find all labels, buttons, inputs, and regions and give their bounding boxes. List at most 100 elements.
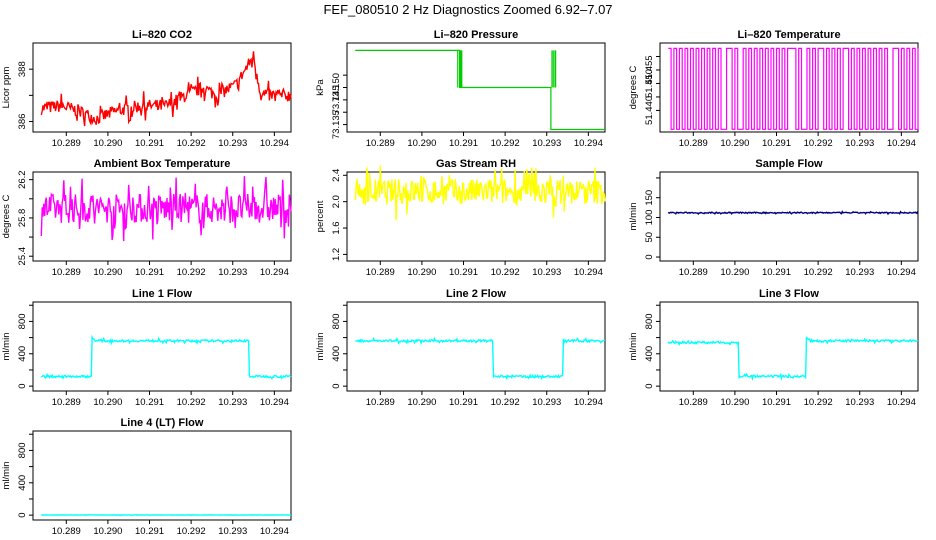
x-tick-label: 10.292: [804, 267, 833, 278]
figure-title: FEF_080510 2 Hz Diagnostics Zoomed 6.92–…: [323, 2, 613, 17]
x-tick-label: 10.292: [491, 138, 520, 149]
y-tick-label: 2.4: [331, 169, 342, 182]
y-axis-label: degrees C: [628, 65, 639, 109]
x-tick-label: 10.294: [574, 397, 603, 408]
x-tick-label: 10.292: [177, 526, 206, 537]
x-tick-label: 10.289: [52, 138, 81, 149]
y-tick-label: 400: [644, 346, 655, 362]
data-series-line: [41, 513, 292, 517]
x-tick-label: 10.292: [804, 138, 833, 149]
plot-frame: [346, 171, 606, 262]
y-axis-label: ml/min: [628, 203, 639, 231]
x-tick-label: 10.290: [407, 267, 436, 278]
y-axis-label: degrees C: [1, 194, 12, 238]
x-tick-label: 10.291: [449, 397, 478, 408]
x-tick-label: 10.290: [93, 138, 122, 149]
x-tick-label: 10.291: [135, 267, 164, 278]
panel-pressure: Li–820 Pressure kPa 10.289 10.290 10.291 10.2…: [315, 29, 606, 149]
panel-sample: Sample Flow ml/min 10.289 10.290 10.291 10.29…: [628, 158, 919, 278]
y-tick-label: 800: [17, 442, 28, 458]
x-tick-label: 10.293: [532, 267, 561, 278]
x-tick-label: 10.290: [93, 267, 122, 278]
y-tick-label: 0: [644, 383, 655, 388]
x-tick-label: 10.289: [366, 267, 395, 278]
x-tick-label: 10.290: [93, 526, 122, 537]
x-tick-label: 10.292: [491, 267, 520, 278]
x-tick-label: 10.294: [887, 138, 916, 149]
y-tick-label: 1.2: [331, 248, 342, 261]
x-tick-label: 10.293: [218, 267, 247, 278]
y-tick-label: 0: [17, 512, 28, 517]
data-series-line: [355, 49, 605, 131]
x-tick-label: 10.291: [762, 397, 791, 408]
y-tick-label: 25.4: [17, 247, 28, 266]
panel-ambient: Ambient Box Temperature degrees C 10.289 10…: [1, 158, 292, 278]
x-tick-label: 10.293: [532, 138, 561, 149]
panel-line4: Line 4 (LT) Flow ml/min 10.289 10.290 10.291…: [1, 417, 292, 537]
y-tick-label: 1.6: [331, 221, 342, 234]
y-tick-label: 0: [331, 383, 342, 388]
y-tick-label: 388: [17, 61, 28, 77]
x-tick-label: 10.289: [52, 267, 81, 278]
x-tick-label: 10.289: [366, 138, 395, 149]
plot-frame: [32, 301, 292, 392]
x-tick-label: 10.289: [52, 397, 81, 408]
x-tick-label: 10.293: [845, 267, 874, 278]
y-tick-label: 800: [17, 313, 28, 329]
x-tick-label: 10.294: [574, 138, 603, 149]
y-tick-label: 73.145: [331, 85, 342, 114]
x-tick-label: 10.290: [407, 397, 436, 408]
panel-title: Sample Flow: [755, 158, 823, 170]
y-tick-label: 800: [331, 313, 342, 329]
y-tick-label: 73.135: [331, 110, 342, 139]
y-axis-label: ml/min: [1, 462, 12, 490]
x-tick-label: 10.294: [887, 267, 916, 278]
data-series-line: [667, 210, 919, 216]
y-axis-label: Licor ppm: [1, 67, 12, 109]
x-tick-label: 10.291: [135, 526, 164, 537]
x-tick-label: 10.293: [845, 138, 874, 149]
panel-title: Line 3 Flow: [759, 288, 819, 300]
y-axis-label: ml/min: [315, 333, 326, 361]
panel-line3: Line 3 Flow ml/min 10.289 10.290 10.291 10.29…: [628, 288, 919, 408]
x-tick-label: 10.294: [887, 397, 916, 408]
panel-temp: Li–820 Temperature degrees C 10.289 10.290 1…: [628, 29, 919, 149]
y-tick-label: 50: [644, 232, 655, 243]
panel-co2: Li–820 CO2 Licor ppm 10.289 10.290 10.291 10.…: [1, 29, 292, 149]
x-tick-label: 10.289: [52, 526, 81, 537]
x-tick-label: 10.290: [720, 267, 749, 278]
x-tick-label: 10.290: [407, 138, 436, 149]
plot-frame: [32, 171, 292, 262]
y-tick-label: 400: [331, 346, 342, 362]
x-tick-label: 10.294: [260, 267, 289, 278]
panel-rh: Gas Stream RH percent 10.289 10.290 10.291 10…: [315, 158, 606, 278]
x-tick-label: 10.292: [177, 397, 206, 408]
x-tick-label: 10.292: [177, 267, 206, 278]
data-series-line: [40, 176, 292, 242]
x-tick-label: 10.289: [366, 397, 395, 408]
y-tick-label: 73.150: [331, 73, 342, 102]
data-series-line: [41, 334, 292, 380]
panel-title: Li–820 CO2: [132, 29, 192, 41]
data-series-line: [667, 336, 919, 382]
x-tick-label: 10.292: [804, 397, 833, 408]
plot-frame: [32, 430, 292, 521]
y-tick-label: 400: [17, 475, 28, 491]
panel-title: Gas Stream RH: [436, 158, 516, 170]
y-axis-label: percent: [315, 200, 326, 232]
data-series-line: [40, 51, 292, 127]
data-series-line: [668, 47, 919, 130]
x-tick-label: 10.293: [845, 397, 874, 408]
y-axis-label: kPa: [315, 79, 326, 96]
y-tick-label: 150: [644, 190, 655, 206]
y-tick-label: 51.440: [644, 96, 655, 125]
x-tick-label: 10.293: [218, 397, 247, 408]
panel-line1: Line 1 Flow ml/min 10.289 10.290 10.291 10.29…: [1, 288, 292, 408]
y-tick-label: 51.450: [644, 69, 655, 98]
x-tick-label: 10.290: [93, 397, 122, 408]
x-tick-label: 10.291: [762, 138, 791, 149]
y-tick-label: 25.8: [17, 209, 28, 228]
y-axis-label: ml/min: [1, 333, 12, 361]
x-tick-label: 10.292: [177, 138, 206, 149]
x-tick-label: 10.291: [449, 138, 478, 149]
